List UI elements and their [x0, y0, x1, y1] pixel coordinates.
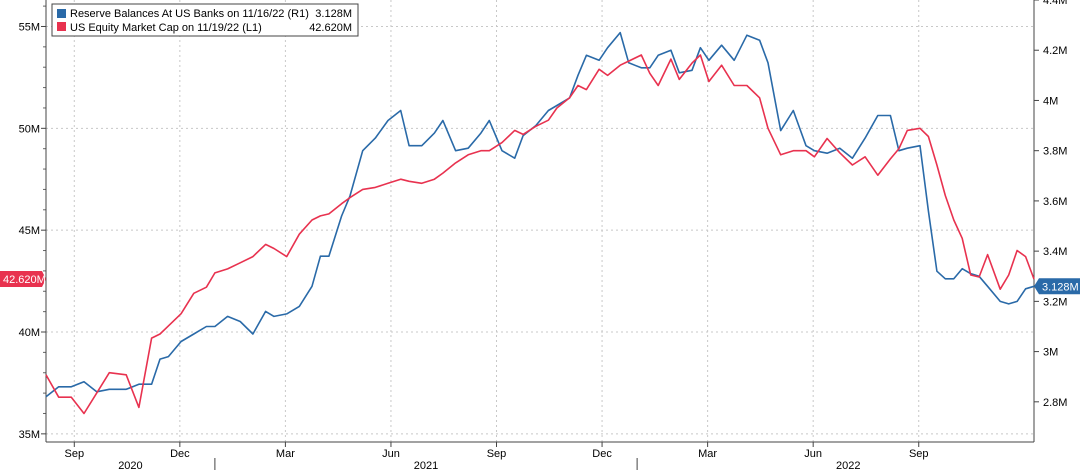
x-year-label: 2022	[836, 460, 860, 470]
legend-label-equity: US Equity Market Cap on 11/19/22 (L1)	[70, 22, 262, 34]
legend-swatch-reserve	[57, 9, 66, 18]
left-tick-label: 55M	[19, 21, 40, 33]
x-axis: Sep Dec Mar Jun Sep Dec Mar Jun Sep 2020 2021 2022	[46, 441, 1034, 470]
left-tick-label: 40M	[19, 327, 40, 339]
left-tick-label: 35M	[19, 429, 40, 441]
legend-value-reserve: 3.128M	[315, 8, 352, 20]
left-tick-label: 45M	[19, 225, 40, 237]
flag-label: 3.128M	[1042, 281, 1079, 293]
right-tick-label: 4.4M	[1043, 0, 1067, 7]
legend-value-equity: 42.620M	[309, 22, 352, 34]
last-value-flags: 3.128M 42.620M	[0, 271, 1080, 295]
x-tick-label: Sep	[64, 448, 84, 460]
left-tick-label: 50M	[19, 123, 40, 135]
x-year-label: 2021	[414, 460, 438, 470]
right-tick-label: 3.2M	[1043, 296, 1067, 308]
series-lines	[45, 31, 1035, 415]
flag-label: 42.620M	[3, 274, 46, 286]
x-tick-label: Dec	[170, 448, 190, 460]
right-tick-label: 3M	[1043, 347, 1058, 359]
right-axis: 2.8M 3M 3.2M 3.4M 3.6M 3.8M 4M 4.2M 4.4M	[1033, 0, 1067, 442]
x-year-label: 2020	[118, 460, 142, 470]
legend: Reserve Balances At US Banks on 11/16/22…	[51, 3, 359, 37]
grid-lines	[46, 0, 1034, 442]
x-tick-label: Jun	[804, 448, 822, 460]
legend-swatch-equity	[57, 22, 66, 31]
x-tick-label: Dec	[592, 448, 612, 460]
series-line-reserve	[45, 31, 1035, 398]
x-tick-label: Jun	[382, 448, 400, 460]
x-tick-label: Sep	[909, 448, 929, 460]
flag-shape	[1034, 278, 1080, 295]
x-tick-label: Sep	[487, 448, 507, 460]
right-tick-label: 3.8M	[1043, 146, 1067, 158]
right-tick-label: 3.6M	[1043, 196, 1067, 208]
legend-label-reserve: Reserve Balances At US Banks on 11/16/22…	[70, 8, 309, 20]
flag-shape	[0, 271, 46, 288]
last-value-flag-equity: 42.620M	[0, 271, 46, 288]
legend-box	[51, 3, 359, 37]
series-line-equity	[45, 54, 1035, 415]
right-tick-label: 3.4M	[1043, 246, 1067, 258]
right-tick-label: 2.8M	[1043, 397, 1067, 409]
left-axis: 35M 40M 45M 50M 55M	[19, 0, 47, 442]
x-tick-label: Mar	[698, 448, 717, 460]
last-value-flag-reserve: 3.128M	[1034, 278, 1080, 295]
x-tick-label: Mar	[276, 448, 295, 460]
right-tick-label: 4M	[1043, 95, 1058, 107]
right-tick-label: 4.2M	[1043, 45, 1067, 57]
